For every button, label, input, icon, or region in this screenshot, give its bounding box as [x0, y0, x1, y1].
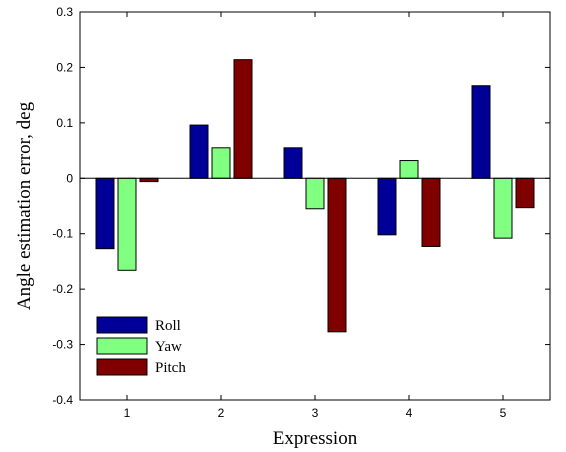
legend-swatch-yaw: [96, 337, 148, 355]
legend-swatch-roll: [96, 316, 148, 334]
bar-pitch-5: [515, 177, 535, 209]
bar-roll-2: [189, 124, 209, 179]
bar-pitch-4: [421, 177, 441, 247]
bar-yaw-5: [493, 177, 513, 239]
bar-roll-1: [95, 177, 115, 250]
y-tick-label: -0.2: [52, 282, 73, 296]
legend-label-roll: Roll: [155, 318, 181, 334]
y-tick-label: 0: [66, 171, 73, 185]
bar-roll-5: [471, 85, 491, 179]
bar-yaw-1: [117, 177, 137, 271]
x-tick-label: 3: [312, 406, 319, 420]
y-tick-label: -0.4: [52, 393, 73, 407]
bar-roll-4: [377, 177, 397, 236]
y-axis-label: Angle estimation error, deg: [14, 101, 35, 310]
bar-yaw-4: [399, 160, 419, 179]
legend-label-yaw: Yaw: [155, 339, 182, 355]
bar-yaw-3: [305, 177, 325, 210]
bar-pitch-2: [233, 59, 253, 179]
legend: Roll Yaw Pitch: [96, 316, 186, 376]
y-tick-label: 0.2: [56, 60, 73, 74]
y-tick-label: 0.3: [56, 5, 73, 19]
legend-label-pitch: Pitch: [155, 360, 186, 376]
y-tick-label: -0.1: [52, 227, 73, 241]
x-axis-label: Expression: [273, 428, 358, 449]
x-tick-label: 1: [124, 406, 131, 420]
bar-yaw-2: [211, 147, 231, 179]
bar-pitch-3: [327, 177, 347, 333]
x-tick-label: 4: [406, 406, 413, 420]
legend-swatch-pitch: [96, 358, 148, 376]
x-tick-label: 5: [500, 406, 507, 420]
x-tick-label: 2: [218, 406, 225, 420]
y-tick-label: 0.1: [56, 116, 73, 130]
ticks-group: -0.4 -0.3 -0.2 -0.1 0 0.1 0.2 0.3 1 2 3 4 5: [52, 5, 550, 420]
bar-roll-3: [283, 147, 303, 179]
y-tick-label: -0.3: [52, 338, 73, 352]
